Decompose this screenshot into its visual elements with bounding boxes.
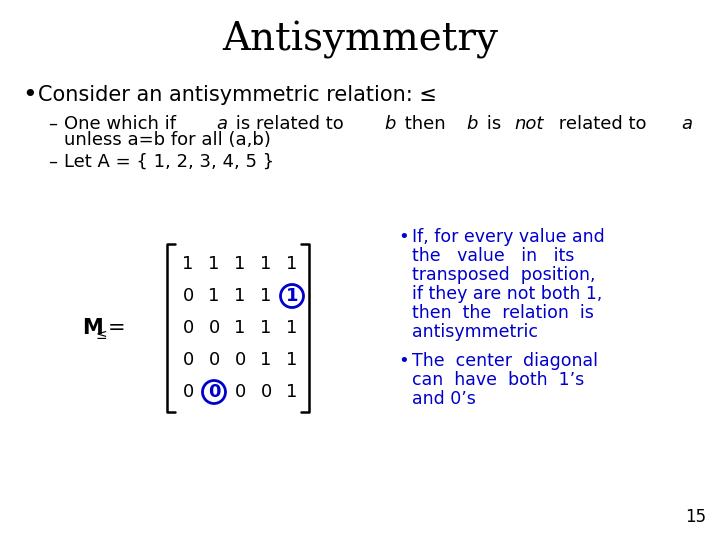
Text: =: = <box>108 318 125 338</box>
Text: ≤: ≤ <box>96 328 107 342</box>
Text: 15: 15 <box>685 508 706 526</box>
Text: the   value   in   its: the value in its <box>412 247 575 265</box>
Text: 0: 0 <box>182 383 194 401</box>
Text: 0: 0 <box>182 319 194 337</box>
Text: then  the  relation  is: then the relation is <box>412 304 594 322</box>
Text: 1: 1 <box>261 255 271 273</box>
Text: 1: 1 <box>182 255 194 273</box>
Text: a: a <box>216 115 227 133</box>
Text: If, for every value and: If, for every value and <box>412 228 605 246</box>
Text: 1: 1 <box>234 287 246 305</box>
Text: •: • <box>22 83 37 107</box>
Text: 1: 1 <box>208 255 220 273</box>
Text: One which if: One which if <box>64 115 181 133</box>
Text: transposed  position,: transposed position, <box>412 266 595 284</box>
Text: 1: 1 <box>287 383 297 401</box>
Text: 1: 1 <box>287 351 297 369</box>
Text: b: b <box>467 115 478 133</box>
Text: $\mathbf{M}$: $\mathbf{M}$ <box>82 318 103 338</box>
Text: 1: 1 <box>208 287 220 305</box>
Text: not: not <box>515 115 544 133</box>
Text: antisymmetric: antisymmetric <box>412 323 538 341</box>
Text: 1: 1 <box>287 319 297 337</box>
Text: 1: 1 <box>234 319 246 337</box>
Text: can  have  both  1’s: can have both 1’s <box>412 371 584 389</box>
Text: •: • <box>398 352 409 370</box>
Text: if they are not both 1,: if they are not both 1, <box>412 285 603 303</box>
Text: 1: 1 <box>286 287 298 305</box>
Text: 1: 1 <box>261 319 271 337</box>
Text: unless a=b for all (a,b): unless a=b for all (a,b) <box>64 131 271 149</box>
Text: Consider an antisymmetric relation: ≤: Consider an antisymmetric relation: ≤ <box>38 85 437 105</box>
Text: •: • <box>398 228 409 246</box>
Text: 1: 1 <box>261 351 271 369</box>
Text: 1: 1 <box>234 255 246 273</box>
Text: Antisymmetry: Antisymmetry <box>222 21 498 59</box>
Text: is related to: is related to <box>230 115 350 133</box>
Text: 0: 0 <box>261 383 271 401</box>
Text: a: a <box>681 115 692 133</box>
Text: then: then <box>399 115 451 133</box>
Text: 0: 0 <box>208 383 220 401</box>
Text: 0: 0 <box>182 287 194 305</box>
Text: Let A = { 1, 2, 3, 4, 5 }: Let A = { 1, 2, 3, 4, 5 } <box>64 153 274 171</box>
Text: and 0’s: and 0’s <box>412 390 476 408</box>
Text: –: – <box>48 153 57 171</box>
Text: related to: related to <box>553 115 652 133</box>
Text: 0: 0 <box>235 351 246 369</box>
Text: 0: 0 <box>208 319 220 337</box>
Text: b: b <box>384 115 396 133</box>
Text: 1: 1 <box>287 255 297 273</box>
Text: 0: 0 <box>208 351 220 369</box>
Text: 0: 0 <box>235 383 246 401</box>
Text: –: – <box>48 115 57 133</box>
Text: 0: 0 <box>182 351 194 369</box>
Text: The  center  diagonal: The center diagonal <box>412 352 598 370</box>
Text: 1: 1 <box>261 287 271 305</box>
Text: is: is <box>481 115 508 133</box>
